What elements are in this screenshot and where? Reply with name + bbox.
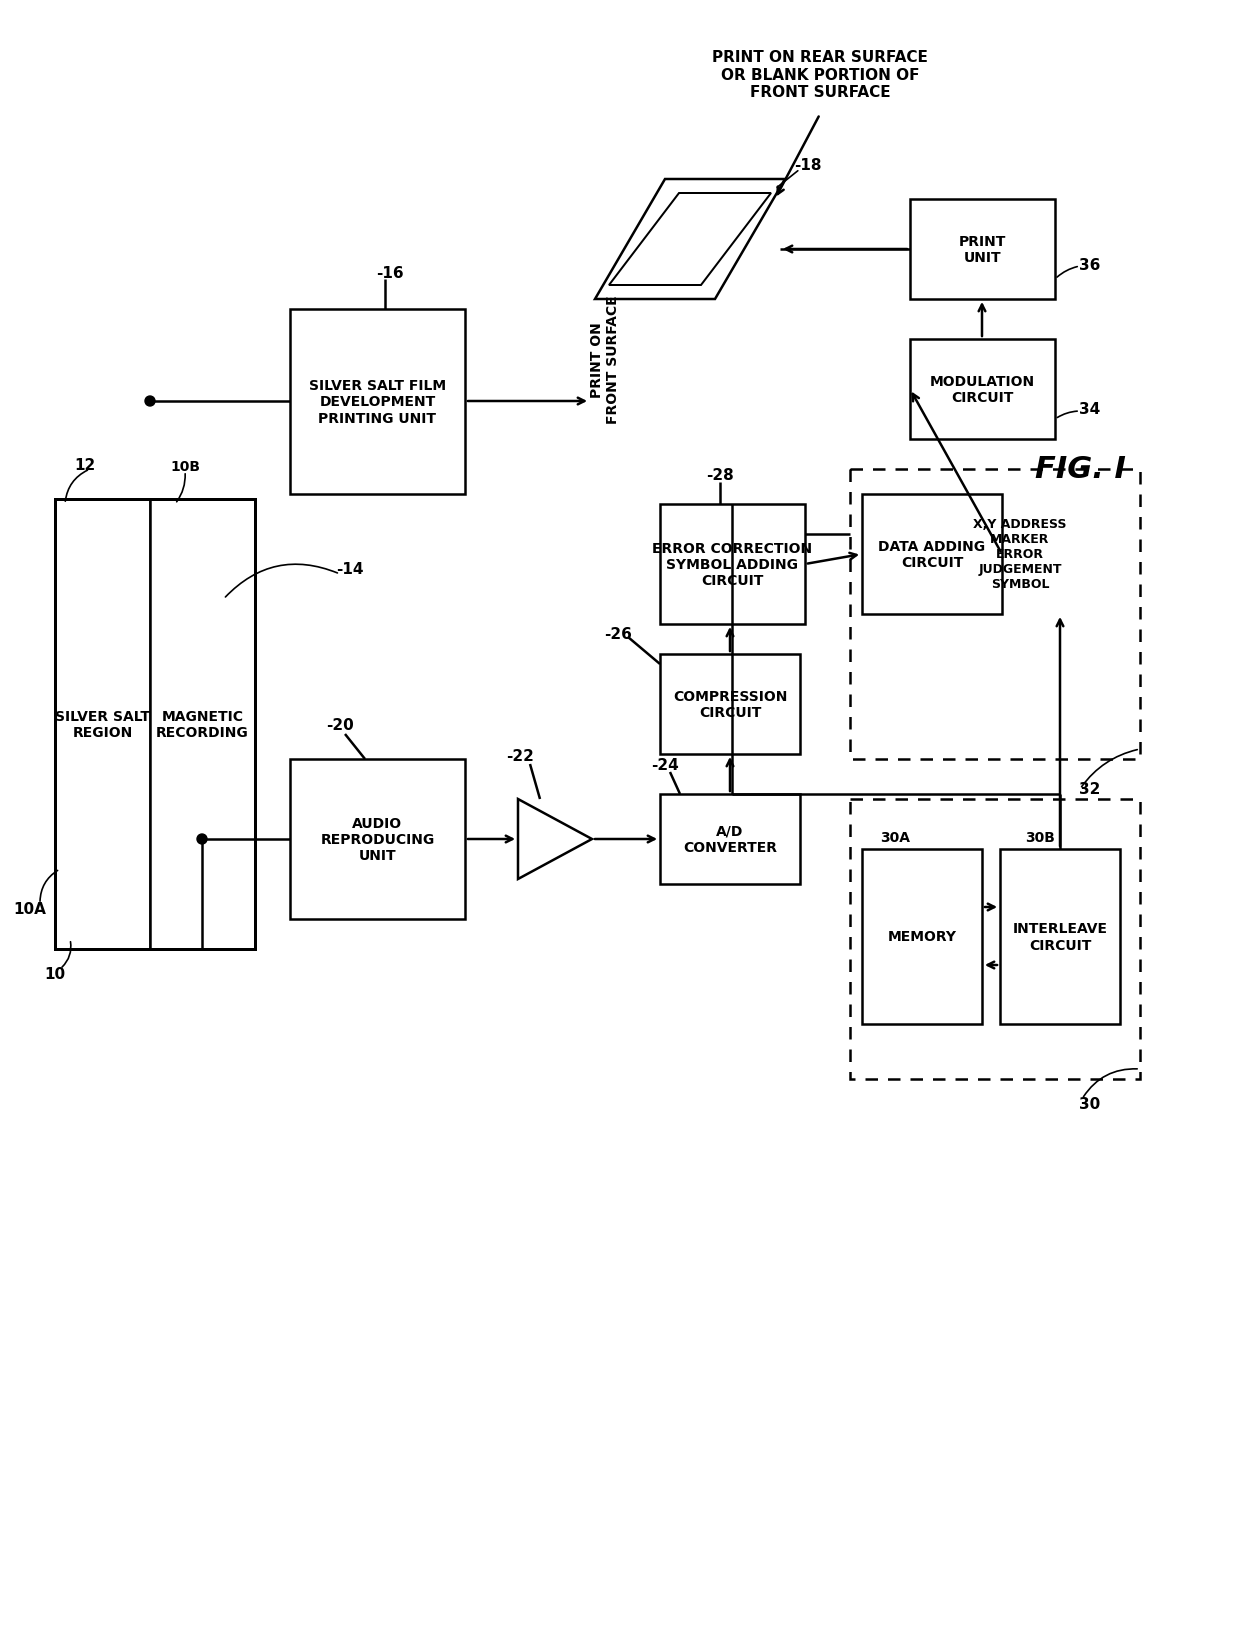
- Text: SILVER SALT FILM
DEVELOPMENT
PRINTING UNIT: SILVER SALT FILM DEVELOPMENT PRINTING UN…: [309, 379, 446, 426]
- Bar: [150, 500, 255, 949]
- Text: PRINT ON
FRONT SURFACE: PRINT ON FRONT SURFACE: [590, 295, 620, 425]
- Text: 12: 12: [74, 457, 95, 472]
- Text: AUDIO
REPRODUCING
UNIT: AUDIO REPRODUCING UNIT: [320, 816, 435, 862]
- Bar: [55, 500, 255, 949]
- Text: DATA ADDING
CIRCUIT: DATA ADDING CIRCUIT: [878, 539, 986, 570]
- Bar: [55, 500, 150, 949]
- Bar: [910, 339, 1055, 439]
- Text: 10A: 10A: [14, 901, 46, 916]
- Text: MEMORY: MEMORY: [888, 929, 956, 944]
- Bar: [999, 849, 1120, 1024]
- Text: 34: 34: [1079, 402, 1101, 418]
- Bar: [290, 759, 465, 919]
- Text: -22: -22: [506, 749, 534, 764]
- Circle shape: [197, 834, 207, 844]
- Bar: [862, 849, 982, 1024]
- Text: -28: -28: [706, 467, 734, 482]
- Text: ERROR CORRECTION
SYMBOL ADDING
CIRCUIT: ERROR CORRECTION SYMBOL ADDING CIRCUIT: [652, 541, 812, 588]
- Bar: [660, 654, 800, 754]
- Text: INTERLEAVE
CIRCUIT: INTERLEAVE CIRCUIT: [1013, 921, 1107, 952]
- Text: A/D
CONVERTER: A/D CONVERTER: [683, 824, 777, 854]
- Bar: [910, 200, 1055, 300]
- Text: 10B: 10B: [170, 459, 200, 474]
- Text: -14: -14: [336, 562, 363, 577]
- Text: FIG. I: FIG. I: [1034, 456, 1126, 484]
- Bar: [862, 495, 1002, 615]
- Text: X,Y ADDRESS
MARKER
ERROR
JUDGEMENT
SYMBOL: X,Y ADDRESS MARKER ERROR JUDGEMENT SYMBO…: [973, 518, 1066, 592]
- Text: 30A: 30A: [880, 831, 910, 844]
- Text: -16: -16: [376, 266, 404, 280]
- Text: MODULATION
CIRCUIT: MODULATION CIRCUIT: [930, 375, 1035, 405]
- Text: 10: 10: [45, 967, 66, 982]
- Text: COMPRESSION
CIRCUIT: COMPRESSION CIRCUIT: [673, 690, 787, 720]
- Text: 32: 32: [1079, 782, 1101, 797]
- Bar: [849, 800, 1140, 1080]
- Circle shape: [145, 397, 155, 406]
- Text: -24: -24: [651, 757, 678, 774]
- Text: 30B: 30B: [1025, 831, 1055, 844]
- Text: PRINT
UNIT: PRINT UNIT: [959, 234, 1006, 266]
- Text: MAGNETIC
RECORDING: MAGNETIC RECORDING: [156, 710, 249, 739]
- Text: -26: -26: [604, 628, 632, 642]
- Text: 30: 30: [1079, 1096, 1101, 1111]
- Bar: [660, 795, 800, 885]
- Text: SILVER SALT
REGION: SILVER SALT REGION: [55, 710, 150, 739]
- Bar: [660, 505, 805, 624]
- Text: -20: -20: [326, 718, 353, 733]
- Bar: [290, 310, 465, 495]
- Text: -18: -18: [795, 157, 822, 172]
- Text: 36: 36: [1079, 257, 1101, 272]
- Bar: [849, 470, 1140, 759]
- Text: PRINT ON REAR SURFACE
OR BLANK PORTION OF
FRONT SURFACE: PRINT ON REAR SURFACE OR BLANK PORTION O…: [712, 51, 928, 100]
